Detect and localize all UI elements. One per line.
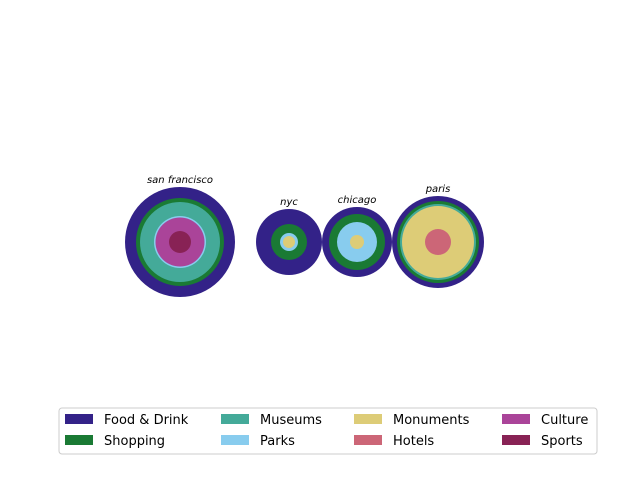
legend-swatch-monuments <box>354 414 382 424</box>
legend: Food & Drink Shopping Museums Parks Monument… <box>58 407 598 455</box>
legend-swatch-hotels <box>354 435 382 445</box>
legend-item-monuments: Monuments <box>354 413 470 428</box>
city-label-chicago: chicago <box>338 195 377 206</box>
ring-san-francisco-sports <box>169 231 191 253</box>
legend-item-shopping: Shopping <box>65 434 165 449</box>
legend-item-sports: Sports <box>502 434 583 449</box>
city-label-san-francisco: san francisco <box>147 175 213 186</box>
ring-paris-hotels <box>425 229 451 255</box>
legend-label-monuments: Monuments <box>393 413 470 428</box>
legend-label-museums: Museums <box>260 413 322 428</box>
legend-item-food-drink: Food & Drink <box>65 413 189 428</box>
legend-label-sports: Sports <box>541 434 583 449</box>
city-label-nyc: nyc <box>280 197 298 208</box>
ring-nyc-monuments <box>283 236 295 248</box>
legend-swatch-shopping <box>65 435 93 445</box>
legend-item-culture: Culture <box>502 413 588 428</box>
circles-layer: san francisco nyc chicago paris <box>125 175 484 297</box>
legend-label-culture: Culture <box>541 413 588 428</box>
legend-label-shopping: Shopping <box>104 434 165 449</box>
city-paris: paris <box>392 184 484 288</box>
legend-swatch-culture <box>502 414 530 424</box>
legend-frame <box>58 407 598 455</box>
city-chicago: chicago <box>322 195 392 277</box>
city-san-francisco: san francisco <box>125 175 235 297</box>
legend-swatch-food-drink <box>65 414 93 424</box>
city-label-paris: paris <box>425 184 451 195</box>
legend-label-hotels: Hotels <box>393 434 434 449</box>
legend-item-parks: Parks <box>221 434 295 449</box>
legend-item-museums: Museums <box>221 413 322 428</box>
legend-swatch-sports <box>502 435 530 445</box>
legend-swatch-parks <box>221 435 249 445</box>
legend-item-hotels: Hotels <box>354 434 434 449</box>
legend-swatch-museums <box>221 414 249 424</box>
ring-chicago-monuments <box>350 235 364 249</box>
legend-label-parks: Parks <box>260 434 295 449</box>
city-nyc: nyc <box>256 197 322 275</box>
legend-label-food-drink: Food & Drink <box>104 413 189 428</box>
